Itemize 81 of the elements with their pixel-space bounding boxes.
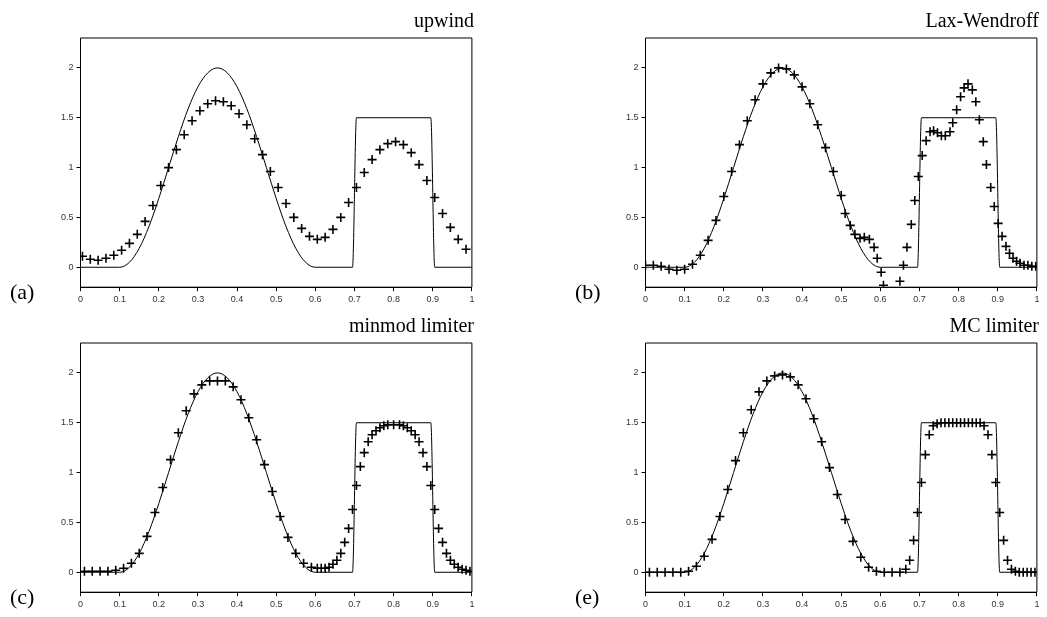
y-tick-label: 0.5 <box>61 211 74 222</box>
x-tick-label: 0.7 <box>913 599 926 610</box>
x-tick-label: 1 <box>1034 599 1040 610</box>
y-tick-label: 2 <box>633 62 639 73</box>
x-tick-label: 0.2 <box>152 294 166 305</box>
y-tick-label: 1 <box>68 162 74 173</box>
y-tick-label: 0.5 <box>626 516 639 527</box>
x-tick-label: 0.5 <box>269 599 283 610</box>
x-tick-label: 0.1 <box>113 294 126 305</box>
x-tick-label: 0.5 <box>834 599 848 610</box>
x-tick-label: 0.7 <box>348 599 361 610</box>
x-tick-label: 0.7 <box>913 294 926 305</box>
x-tick-label: 0.6 <box>309 294 322 305</box>
x-tick-label: 0.2 <box>717 294 731 305</box>
chart-title: upwind <box>414 9 474 33</box>
x-tick-label: 0.7 <box>348 294 361 305</box>
y-tick-label: 1 <box>68 467 74 478</box>
text: (b) <box>575 278 601 304</box>
point <box>241 119 253 131</box>
y-tick-label: 1.5 <box>61 112 74 123</box>
chart-title: minmod limiter <box>349 314 475 337</box>
point <box>233 108 245 120</box>
x-tick-label: 0.2 <box>717 599 731 610</box>
x-tick-label: 0 <box>78 599 84 610</box>
text: (a) <box>10 278 35 304</box>
x-tick-label: 0.8 <box>952 599 965 610</box>
x-tick-label: 0.6 <box>309 599 322 610</box>
y-tick-label: 2 <box>633 367 639 378</box>
x-tick-label: 0.1 <box>678 599 691 610</box>
chart-title: MC limiter <box>949 314 1040 337</box>
x-tick-label: 0.1 <box>678 294 691 305</box>
x-tick-label: 0.3 <box>191 294 205 305</box>
x-tick-label: 0.1 <box>113 599 126 610</box>
y-tick-label: 1 <box>633 162 639 173</box>
y-tick-label: 2 <box>68 62 74 73</box>
x-tick-label: 0.3 <box>756 294 770 305</box>
x-tick-label: 1 <box>469 599 475 610</box>
text: (c) <box>10 583 35 609</box>
x-tick-label: 0.9 <box>426 599 440 610</box>
x-tick-label: 0.3 <box>191 599 205 610</box>
chart-title: Lax-Wendroff <box>925 9 1040 32</box>
text: (e) <box>575 583 600 609</box>
x-tick-label: 0.9 <box>991 294 1005 305</box>
x-tick-label: 0 <box>643 599 649 610</box>
x-tick-label: 0.3 <box>756 599 770 610</box>
x-tick-label: 0.8 <box>387 599 400 610</box>
x-tick-label: 0 <box>78 294 84 305</box>
point <box>108 250 120 261</box>
x-tick-label: 0.4 <box>795 599 809 610</box>
point <box>186 115 198 127</box>
y-tick-label: 0.5 <box>626 211 639 222</box>
y-tick-label: 0.5 <box>61 516 74 527</box>
y-tick-label: 1.5 <box>626 417 639 428</box>
x-tick-label: 0.9 <box>991 599 1005 610</box>
point <box>92 254 104 266</box>
x-tick-label: 0.6 <box>874 294 887 305</box>
point <box>194 105 206 117</box>
x-tick-label: 0.6 <box>874 599 887 610</box>
y-tick-label: 1.5 <box>626 112 639 123</box>
x-tick-label: 0.2 <box>152 599 166 610</box>
x-tick-label: 1 <box>469 294 475 305</box>
y-tick-label: 0 <box>633 261 639 272</box>
point <box>85 253 96 265</box>
y-tick-label: 0 <box>68 261 74 272</box>
y-tick-label: 0 <box>633 566 639 577</box>
y-tick-label: 0 <box>68 566 74 577</box>
x-tick-label: 0.5 <box>269 294 283 305</box>
point <box>100 252 112 264</box>
x-tick-label: 1 <box>1034 294 1040 305</box>
y-tick-label: 1 <box>633 467 639 478</box>
x-tick-label: 0.9 <box>426 294 440 305</box>
y-tick-label: 1.5 <box>61 417 74 428</box>
y-tick-label: 2 <box>68 367 74 378</box>
x-tick-label: 0.8 <box>952 294 965 305</box>
x-tick-label: 0.5 <box>834 294 848 305</box>
point <box>202 98 214 110</box>
x-tick-label: 0.8 <box>387 294 400 305</box>
x-tick-label: 0 <box>643 294 649 305</box>
x-tick-label: 0.4 <box>230 294 244 305</box>
x-tick-label: 0.4 <box>230 599 244 610</box>
x-tick-label: 0.4 <box>795 294 809 305</box>
